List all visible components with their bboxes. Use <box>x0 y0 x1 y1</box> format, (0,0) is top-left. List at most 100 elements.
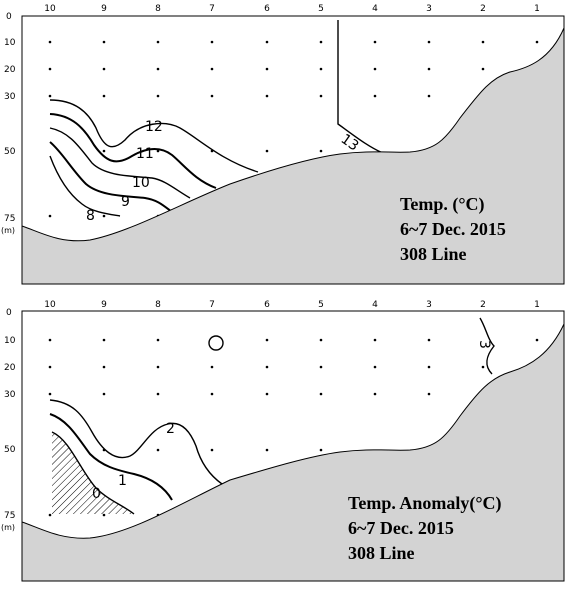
sample-dot <box>373 40 377 44</box>
sample-dot <box>210 40 214 44</box>
station-label: 9 <box>101 300 107 310</box>
sample-dot <box>48 513 52 517</box>
sample-dot <box>210 365 214 369</box>
anomaly-contours <box>49 317 495 515</box>
annotation-line: Temp. (°C) <box>400 194 485 215</box>
sample-dot <box>48 365 52 369</box>
depth-label: 75 <box>4 511 15 521</box>
sample-dot <box>481 67 485 71</box>
contour-label: 11 <box>136 146 154 162</box>
sample-dot <box>156 338 160 342</box>
depth-unit: (m) <box>1 523 15 532</box>
depth-label: 0 <box>6 12 12 22</box>
sample-dot <box>102 94 106 98</box>
annotation-line: 308 Line <box>348 543 415 563</box>
sample-dot <box>427 94 431 98</box>
contour-label: 2 <box>166 421 175 437</box>
contour-label: 9 <box>121 194 130 210</box>
sample-dot <box>373 94 377 98</box>
sample-dot <box>102 40 106 44</box>
anomaly-isoline-0 <box>51 431 135 515</box>
sample-dot <box>102 149 106 153</box>
station-label: 4 <box>372 4 378 14</box>
isotherm-9 <box>49 141 173 213</box>
sample-dot <box>319 94 323 98</box>
sample-dot <box>156 365 160 369</box>
sample-dot <box>48 67 52 71</box>
sample-dot <box>210 392 214 396</box>
contour-label: 3 <box>476 340 492 349</box>
sample-dot <box>102 338 106 342</box>
sample-dot <box>102 392 106 396</box>
sample-dot <box>481 40 485 44</box>
contour-label: 12 <box>145 119 163 135</box>
station-label: 1 <box>534 300 540 310</box>
isotherm-11 <box>49 113 217 189</box>
sample-dot <box>373 338 377 342</box>
sample-dot <box>48 214 52 218</box>
sample-dot <box>427 338 431 342</box>
station-dots <box>48 338 539 517</box>
sample-dot <box>319 67 323 71</box>
panel-annotation: Temp. Anomaly(°C) 6~7 Dec. 2015 308 Line <box>348 493 502 563</box>
station-label: 6 <box>264 300 270 310</box>
station-axis: 10 9 8 7 6 5 4 3 2 1 <box>44 4 540 14</box>
negative-anomaly-region <box>52 432 134 514</box>
sample-dot <box>373 365 377 369</box>
depth-label: 50 <box>4 147 16 157</box>
station-label: 10 <box>44 4 56 14</box>
isotherm-12 <box>49 99 259 173</box>
panel-temperature-anomaly: 10 9 8 7 6 5 4 3 2 1 0 10 20 30 50 75 (m… <box>1 300 565 582</box>
sample-dot <box>427 392 431 396</box>
station-label: 2 <box>480 4 486 14</box>
station-label: 10 <box>44 300 56 310</box>
station-label: 8 <box>155 300 161 310</box>
station-label: 4 <box>372 300 378 310</box>
station-dots <box>48 40 539 218</box>
station-label: 1 <box>534 4 540 14</box>
sample-dot <box>102 214 106 218</box>
depth-unit: (m) <box>1 226 15 235</box>
sample-dot <box>265 448 269 452</box>
sample-dot <box>210 67 214 71</box>
isotherm-10 <box>49 127 191 199</box>
sample-dot <box>102 67 106 71</box>
depth-label: 20 <box>4 65 16 75</box>
sample-dot <box>373 67 377 71</box>
sample-dot <box>535 338 539 342</box>
sample-dot <box>265 40 269 44</box>
contour-labels: 2 1 0 3 <box>92 340 492 502</box>
sample-dot <box>48 392 52 396</box>
sample-dot <box>156 448 160 452</box>
sample-dot <box>319 448 323 452</box>
sample-dot <box>319 338 323 342</box>
isotherm-8 <box>49 155 121 217</box>
station-label: 3 <box>426 4 432 14</box>
annotation-line: Temp. Anomaly(°C) <box>348 493 502 514</box>
anomaly-isoline-3 <box>479 317 495 375</box>
sample-dot <box>210 94 214 98</box>
sample-dot <box>427 365 431 369</box>
sample-dot <box>319 392 323 396</box>
sample-dot <box>48 338 52 342</box>
sample-dot <box>210 448 214 452</box>
sample-dot <box>156 94 160 98</box>
sample-dot <box>156 40 160 44</box>
station-label: 5 <box>318 300 324 310</box>
sample-dot <box>265 94 269 98</box>
depth-label: 30 <box>4 390 16 400</box>
station-label: 5 <box>318 4 324 14</box>
panel-annotation: Temp. (°C) 6~7 Dec. 2015 308 Line <box>400 194 506 264</box>
sample-dot <box>156 67 160 71</box>
station-label: 7 <box>209 4 215 14</box>
depth-axis: 0 10 20 30 50 75 (m) <box>1 308 16 532</box>
sample-dot <box>156 392 160 396</box>
contour-label: 1 <box>118 473 127 489</box>
sample-dot <box>102 365 106 369</box>
station-label: 7 <box>209 300 215 310</box>
sample-dot <box>102 513 106 517</box>
sample-dot <box>48 40 52 44</box>
anomaly-isoline-1 <box>49 413 173 501</box>
sample-dot <box>319 149 323 153</box>
